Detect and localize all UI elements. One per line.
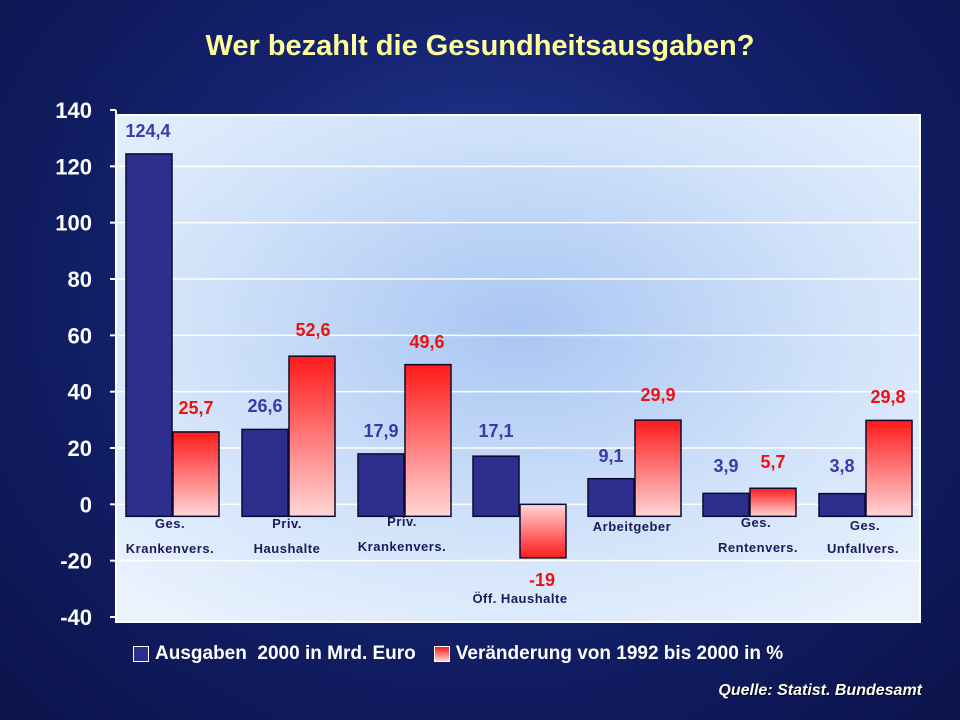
y-tick-label: 20: [68, 436, 92, 461]
y-tick-label: 0: [80, 492, 92, 517]
bar-veraenderung: [865, 419, 913, 518]
legend-swatch-veraenderung: [433, 646, 450, 662]
data-label-ausgaben: 17,9: [363, 421, 398, 441]
y-tick-label: 100: [55, 211, 92, 236]
y-tick-label: -20: [60, 549, 92, 574]
y-tick-label: -40: [60, 605, 92, 630]
bar-ausgaben: [125, 153, 173, 518]
bar-veraenderung: [172, 431, 220, 518]
category-label: Ges.: [741, 515, 771, 530]
y-tick-label: 140: [55, 98, 92, 123]
category-label: Krankenvers.: [126, 541, 214, 556]
y-axis: 140 120 100 80 60 40 20 0 -20 -40: [55, 98, 117, 630]
category-label: Öff. Haushalte: [472, 591, 567, 606]
data-label-veraenderung: 25,7: [178, 398, 213, 418]
category-labels: Ges. Krankenvers. Priv. Haushalte Priv. Krank…: [126, 514, 899, 606]
source-note: Quelle: Statist. Bundesamt: [718, 682, 922, 699]
bar-ausgaben: [702, 492, 750, 518]
y-tick-label: 80: [68, 267, 92, 292]
bar-veraenderung: [749, 487, 797, 518]
bar-veraenderung: [288, 355, 336, 518]
category-label: Rentenvers.: [718, 540, 798, 555]
category-label: Ges.: [155, 516, 185, 531]
data-label-veraenderung: -19: [529, 570, 555, 590]
data-label-veraenderung: 29,8: [870, 387, 905, 407]
category-label: Priv.: [387, 514, 417, 529]
bar-ausgaben: [818, 492, 866, 518]
page-title: Wer bezahlt die Gesundheitsausgaben?: [205, 30, 755, 62]
category-label: Krankenvers.: [358, 539, 446, 554]
bars: [125, 153, 913, 559]
data-label-ausgaben: 26,6: [247, 396, 282, 416]
data-label-veraenderung: 5,7: [760, 452, 785, 472]
bar-ausgaben: [472, 455, 520, 518]
data-label-ausgaben: 17,1: [478, 421, 513, 441]
category-label: Arbeitgeber: [593, 519, 671, 534]
legend-swatch-ausgaben: [133, 646, 149, 662]
bar-veraenderung: [634, 419, 682, 518]
data-label-ausgaben: 3,9: [713, 456, 738, 476]
bar-ausgaben: [241, 428, 289, 518]
category-label: Ges.: [850, 518, 880, 533]
data-label-ausgaben: 3,8: [829, 456, 854, 476]
bar-veraenderung: [404, 363, 452, 518]
data-labels: 124,4 25,7 26,6 52,6 17,9 49,6 17,1 -19 9,1 29,9 3…: [125, 121, 905, 590]
category-label: Priv.: [272, 516, 302, 531]
y-tick-label: 60: [68, 323, 92, 348]
bar-veraenderung: [519, 503, 567, 559]
plot-area: [115, 114, 921, 623]
data-label-veraenderung: 52,6: [295, 320, 330, 340]
category-label: Haushalte: [254, 541, 321, 556]
data-label-veraenderung: 29,9: [640, 385, 675, 405]
data-label-veraenderung: 49,6: [409, 332, 444, 352]
data-label-ausgaben: 124,4: [125, 121, 170, 141]
y-tick-label: 120: [55, 154, 92, 179]
y-tick-label: 40: [68, 380, 92, 405]
legend-label-ausgaben: Ausgaben 2000 in Mrd. Euro: [155, 643, 416, 664]
legend: Ausgaben 2000 in Mrd. Euro Veränderung v…: [133, 640, 783, 668]
bar-ausgaben: [357, 453, 405, 518]
legend-label-veraenderung: Veränderung von 1992 bis 2000 in %: [455, 643, 784, 664]
bar-ausgaben: [587, 477, 635, 518]
category-label: Unfallvers.: [827, 541, 899, 556]
data-label-ausgaben: 9,1: [598, 446, 623, 466]
